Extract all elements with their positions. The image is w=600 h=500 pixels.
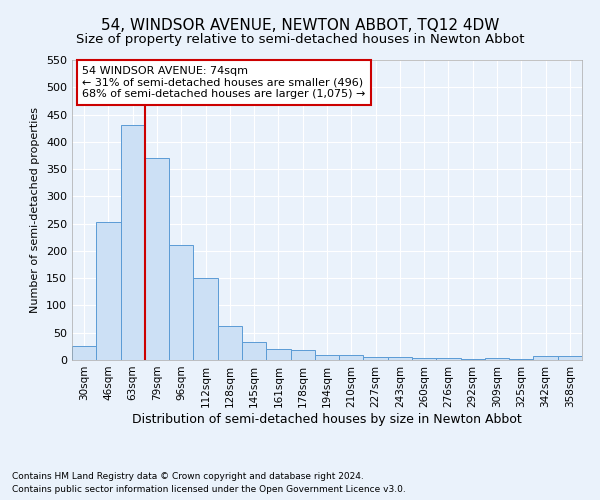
Text: 54 WINDSOR AVENUE: 74sqm
← 31% of semi-detached houses are smaller (496)
68% of : 54 WINDSOR AVENUE: 74sqm ← 31% of semi-d… (82, 66, 365, 99)
Bar (242, 342, 266, 360)
Bar (193, 278, 218, 360)
Bar (436, 358, 461, 360)
Text: 54, WINDSOR AVENUE, NEWTON ABBOT, TQ12 4DW: 54, WINDSOR AVENUE, NEWTON ABBOT, TQ12 4… (101, 18, 499, 32)
Bar (315, 355, 339, 360)
Bar (533, 356, 558, 360)
Text: Contains public sector information licensed under the Open Government Licence v3: Contains public sector information licen… (12, 485, 406, 494)
Bar (485, 358, 509, 360)
Text: Size of property relative to semi-detached houses in Newton Abbot: Size of property relative to semi-detach… (76, 32, 524, 46)
Bar (218, 326, 242, 360)
Bar (290, 350, 315, 360)
Bar (339, 354, 364, 360)
Bar (96, 222, 121, 360)
Bar (169, 246, 193, 360)
Bar (364, 356, 388, 360)
Bar (121, 126, 145, 360)
Bar (145, 158, 169, 360)
Bar (266, 349, 290, 360)
Y-axis label: Number of semi-detached properties: Number of semi-detached properties (31, 107, 40, 313)
Bar (558, 356, 582, 360)
Text: Contains HM Land Registry data © Crown copyright and database right 2024.: Contains HM Land Registry data © Crown c… (12, 472, 364, 481)
Bar (388, 358, 412, 360)
X-axis label: Distribution of semi-detached houses by size in Newton Abbot: Distribution of semi-detached houses by … (132, 412, 522, 426)
Bar (72, 346, 96, 360)
Bar (412, 358, 436, 360)
